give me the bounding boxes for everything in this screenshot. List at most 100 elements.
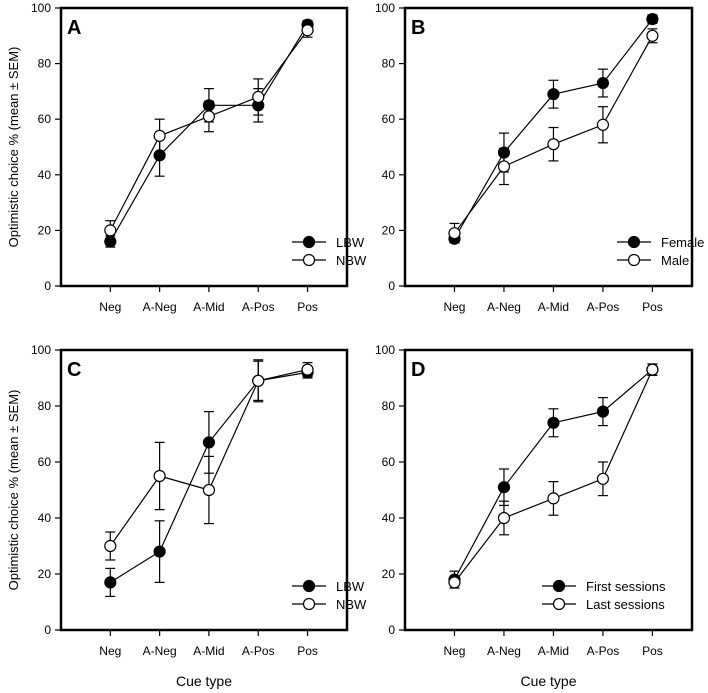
series-female: Female — [448, 13, 704, 250]
plot-frame — [403, 348, 694, 632]
data-point — [104, 224, 117, 237]
legend-marker — [552, 579, 566, 593]
data-point — [153, 545, 166, 558]
x-tick-label: Pos — [642, 300, 663, 314]
y-tick-label: 40 — [382, 511, 396, 525]
data-point — [202, 110, 216, 123]
panel-b: 0 20 40 60 80 100 Neg A-Neg A-Mid A-Pos Pos B Female… — [375, 1, 704, 314]
x-tick-label: Neg — [99, 300, 121, 314]
data-point — [646, 13, 659, 26]
data-point — [497, 160, 511, 173]
legend-marker — [552, 597, 566, 611]
x-tick-label: A-Neg — [487, 644, 521, 658]
legend-marker — [302, 235, 316, 249]
series-nbw: NBW — [104, 22, 367, 268]
y-tick-label: 40 — [38, 511, 52, 525]
panel-d: 0 20 40 60 80 100 Neg A-Neg A-Mid A-Pos Pos D Cue ty… — [375, 343, 694, 689]
legend-marker — [627, 235, 641, 249]
panel-label: D — [411, 359, 425, 381]
data-point — [596, 472, 610, 485]
x-tick-label: A-Pos — [587, 644, 620, 658]
series-line — [109, 24, 309, 242]
y-tick-label: 100 — [31, 1, 51, 15]
series-line — [454, 369, 653, 583]
plot-frame — [403, 6, 694, 288]
data-point — [646, 29, 659, 42]
y-tick-label: 20 — [382, 223, 396, 237]
x-axis-label: Cue type — [520, 673, 576, 689]
series-male: Male — [448, 28, 689, 268]
x-tick-label: Neg — [443, 644, 465, 658]
y-tick-label: 60 — [38, 455, 52, 469]
y-tick-label: 80 — [38, 57, 52, 71]
y-tick-label: 20 — [382, 567, 396, 581]
x-axis-label: Cue type — [176, 673, 232, 689]
x-tick-label: A-Neg — [143, 644, 177, 658]
y-tick-label: 80 — [382, 399, 396, 413]
panel-c: 0 20 40 60 80 100 Neg A-Neg A-Mid A-Pos Pos C Optimi… — [6, 343, 367, 689]
y-tick-label: 80 — [38, 399, 52, 413]
legend-label: LBW — [336, 235, 365, 250]
x-tick-label: A-Pos — [242, 300, 275, 314]
x-tick-label: Neg — [443, 300, 465, 314]
series-lbw: LBW — [104, 18, 365, 250]
x-tick-label: A-Neg — [143, 300, 177, 314]
data-point — [497, 511, 511, 525]
y-tick-label: 40 — [38, 168, 52, 182]
legend-label: LBW — [336, 579, 365, 594]
data-point — [153, 469, 166, 483]
y-axis-label: Optimistic choice % (mean ± SEM) — [6, 47, 21, 248]
y-tick-label: 0 — [44, 623, 51, 637]
x-tick-label: A-Mid — [193, 300, 224, 314]
data-point — [547, 138, 560, 151]
legend-marker — [302, 253, 316, 267]
data-point — [448, 576, 461, 589]
y-tick-label: 100 — [375, 1, 395, 15]
y-tick-label: 60 — [382, 112, 396, 126]
series-first-sessions: First sessions — [448, 363, 666, 594]
data-point — [104, 539, 117, 553]
y-tick-label: 60 — [382, 455, 396, 469]
y-tick-label: 100 — [375, 343, 395, 357]
x-tick-label: A-Pos — [242, 644, 275, 658]
y-tick-label: 100 — [31, 343, 51, 357]
x-tick-label: Pos — [642, 644, 663, 658]
legend-marker — [627, 253, 641, 267]
y-tick-label: 20 — [38, 567, 52, 581]
y-tick-label: 20 — [38, 223, 52, 237]
data-point — [596, 405, 610, 418]
y-tick-label: 80 — [382, 57, 396, 71]
legend-label: Male — [661, 253, 689, 268]
panel-label: C — [67, 359, 81, 381]
x-tick-label: A-Pos — [587, 300, 620, 314]
x-tick-label: A-Neg — [487, 300, 521, 314]
data-point — [104, 576, 117, 589]
legend-label: NBW — [336, 253, 367, 268]
data-point — [202, 436, 216, 449]
plot-frame — [59, 6, 349, 288]
data-point — [596, 118, 610, 131]
panel-label: A — [67, 17, 81, 39]
data-point — [252, 90, 265, 104]
series-last-sessions: Last sessions — [448, 363, 665, 612]
legend-label: Female — [661, 235, 704, 250]
y-tick-label: 0 — [388, 279, 395, 293]
data-point — [448, 227, 461, 240]
data-point — [646, 363, 659, 376]
series-line — [453, 369, 653, 580]
plot-frame — [59, 348, 349, 632]
x-tick-label: A-Mid — [538, 300, 569, 314]
panel-label: B — [411, 17, 425, 39]
x-tick-label: Pos — [297, 300, 318, 314]
legend-label: NBW — [336, 597, 367, 612]
y-tick-label: 0 — [44, 279, 51, 293]
y-tick-label: 40 — [382, 168, 396, 182]
data-point — [252, 374, 265, 387]
y-axis-label: Optimistic choice % (mean ± SEM) — [6, 390, 21, 591]
y-tick-label: 60 — [38, 112, 52, 126]
data-point — [596, 76, 610, 90]
legend-marker — [302, 597, 316, 611]
data-point — [547, 88, 560, 101]
